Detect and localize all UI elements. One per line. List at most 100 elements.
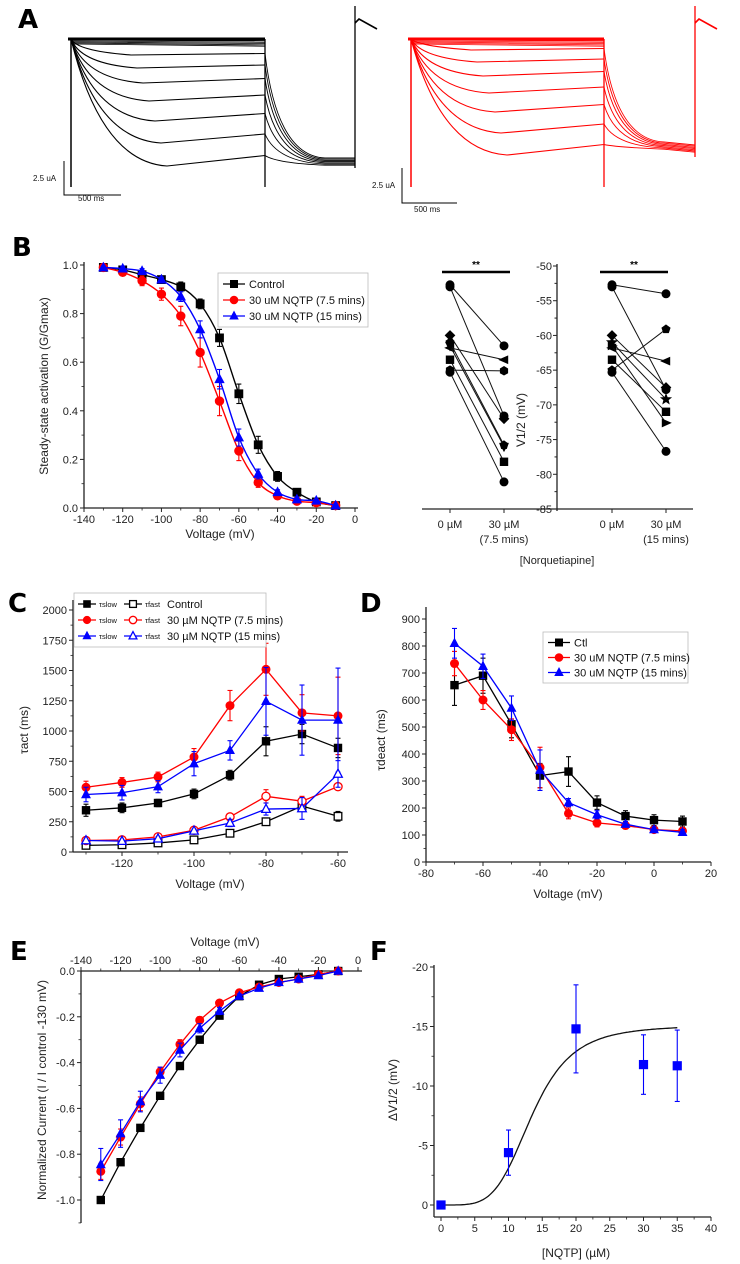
- data-point-b1-4: [176, 311, 186, 321]
- drug-traces-activation-trace: [410, 38, 605, 94]
- control-traces-deactivation-trace: [264, 155, 355, 166]
- pair-line-7-5-5: [449, 345, 505, 447]
- legend-c-slow-marker: [82, 630, 92, 640]
- legend-d-swatch-marker: [554, 667, 564, 676]
- legend-b-label: 30 uM NQTP (15 mins): [249, 311, 362, 323]
- scale-time-label-control: 500 ms: [78, 194, 104, 203]
- x-tick-label: -100: [183, 858, 205, 870]
- significance-label-7-5: **: [472, 260, 480, 271]
- pair-line-7-5-0: [449, 284, 505, 347]
- y-tick-label: -80: [536, 469, 552, 481]
- data-point-d2-3: [535, 764, 545, 774]
- data-point-e2-4: [174, 1044, 185, 1054]
- legend-d-swatch-marker: [555, 638, 564, 647]
- panel-letter-c: C: [8, 589, 27, 619]
- chart-e-normalized-current: -140 -120 -100 -80 -60 -40 -20 0 0.0 -0.2 -0.4 -0.6…: [35, 935, 362, 1224]
- legend-d-label: Ctl: [574, 638, 587, 650]
- legend-c-fast-marker: [128, 630, 138, 640]
- significance-label-15: **: [630, 260, 638, 271]
- data-point-e2-5: [194, 1022, 205, 1032]
- legend-c-fast-label: τfast: [145, 600, 161, 609]
- data-point-d1-1: [478, 695, 488, 705]
- legend-c-slow-marker: [83, 600, 91, 608]
- y-tick-label: 0.8: [63, 309, 78, 321]
- legend-b-label: Control: [249, 279, 284, 291]
- pair-before-7-5-6: [445, 355, 455, 364]
- data-point-d0-0: [450, 680, 459, 690]
- pair-after-15-6: [661, 407, 671, 416]
- data-point-d2-7: [649, 823, 659, 834]
- data-point-d2-4: [563, 796, 574, 807]
- x-tick-label: -20: [308, 514, 324, 526]
- drug-traces-near-zero-trace: [410, 40, 605, 43]
- data-point-d2-6: [620, 818, 631, 828]
- y-tick-label: -15: [412, 1022, 428, 1034]
- data-point-e2-10: [293, 973, 304, 983]
- pair-line-15-4: [611, 342, 667, 400]
- control-traces-deactivation-trace: [264, 133, 355, 165]
- x-tick-label: 20: [705, 868, 717, 880]
- data-point-e0-4: [175, 1061, 185, 1071]
- data-point-b2-10: [291, 493, 303, 504]
- pair-after-15-8: [661, 446, 671, 456]
- data-point-c4-7: [333, 714, 343, 724]
- drug-traces-deactivation-trace: [603, 58, 696, 147]
- legend-d-swatch-marker: [554, 653, 564, 662]
- control-traces-near-zero-trace: [70, 42, 266, 46]
- x-tick-label: -40: [271, 955, 287, 967]
- y-tick-label: 250: [49, 817, 67, 829]
- data-point-d0-4: [564, 767, 573, 776]
- y-tick-label: 700: [402, 668, 420, 680]
- y-tick-label: 0: [414, 857, 420, 869]
- x-tick-label: -120: [110, 955, 132, 967]
- data-point-e2-7: [234, 990, 245, 1000]
- control-traces-tail-hook: [354, 18, 378, 30]
- data-point-c5-6: [296, 802, 308, 813]
- y-tick-label: -0.4: [56, 1058, 75, 1070]
- series-line-c2: [85, 668, 339, 788]
- control-traces-activation-trace: [70, 38, 266, 122]
- pair-line-7-5-4: [449, 342, 505, 446]
- x-tick-label: -20: [310, 955, 326, 967]
- pair-after-7-5-0: [499, 341, 509, 351]
- drug-traces-deactivation-trace: [603, 71, 696, 148]
- y-tick-label: 500: [402, 722, 420, 734]
- drug-traces-deactivation-trace: [603, 104, 696, 151]
- x-tick-label: 20: [570, 1223, 582, 1235]
- y-tick-label: 0.4: [63, 406, 78, 418]
- y-tick-label: -0.6: [56, 1103, 75, 1115]
- chart-b-v-half-paired: -85 -80 -75 -70 -65 -60 -55 -50 V1/2 (mV) 0 µM 30 …: [422, 260, 693, 567]
- y-tick-label: 100: [402, 830, 420, 842]
- pair-line-7-5-3: [449, 347, 505, 361]
- pair-line-15-8: [611, 371, 667, 452]
- data-point-b0-6: [215, 333, 224, 343]
- data-point-f-2: [571, 1024, 581, 1034]
- x-category-label: 30 µM: [489, 519, 520, 531]
- y-tick-label: -1.0: [56, 1195, 75, 1207]
- data-point-c5-7: [332, 767, 344, 778]
- x-tick-label: -140: [73, 514, 95, 526]
- pair-line-15-3: [611, 347, 667, 362]
- x-tick-label: -60: [475, 868, 491, 880]
- drug-traces-near-zero-trace: [410, 39, 605, 42]
- drug-traces-activation-trace: [410, 38, 605, 113]
- data-point-b0-5: [195, 299, 205, 309]
- data-point-d0-7: [649, 815, 659, 825]
- control-traces-near-zero-trace: [70, 40, 266, 43]
- x-axis-label: [NQTP] (µM): [542, 1246, 610, 1260]
- data-point-b0-9: [273, 472, 282, 481]
- data-point-b2-12: [330, 499, 341, 510]
- pair-line-15-0: [611, 284, 667, 295]
- pair-after-7-5-5: [499, 442, 509, 453]
- y-tick-label: 800: [402, 641, 420, 653]
- hill-fit-curve: [441, 1027, 678, 1206]
- x-axis-label: Voltage (mV): [175, 877, 244, 891]
- data-point-d2-0: [449, 637, 460, 647]
- data-point-d1-4: [564, 808, 574, 818]
- x-tick-label: -80: [192, 514, 208, 526]
- x-tick-label: -20: [589, 868, 605, 880]
- data-point-b2-5: [194, 323, 206, 334]
- data-point-b2-7: [233, 431, 245, 442]
- drug-traces-near-zero-trace: [410, 43, 605, 47]
- x-category-label: 30 µM: [651, 519, 682, 531]
